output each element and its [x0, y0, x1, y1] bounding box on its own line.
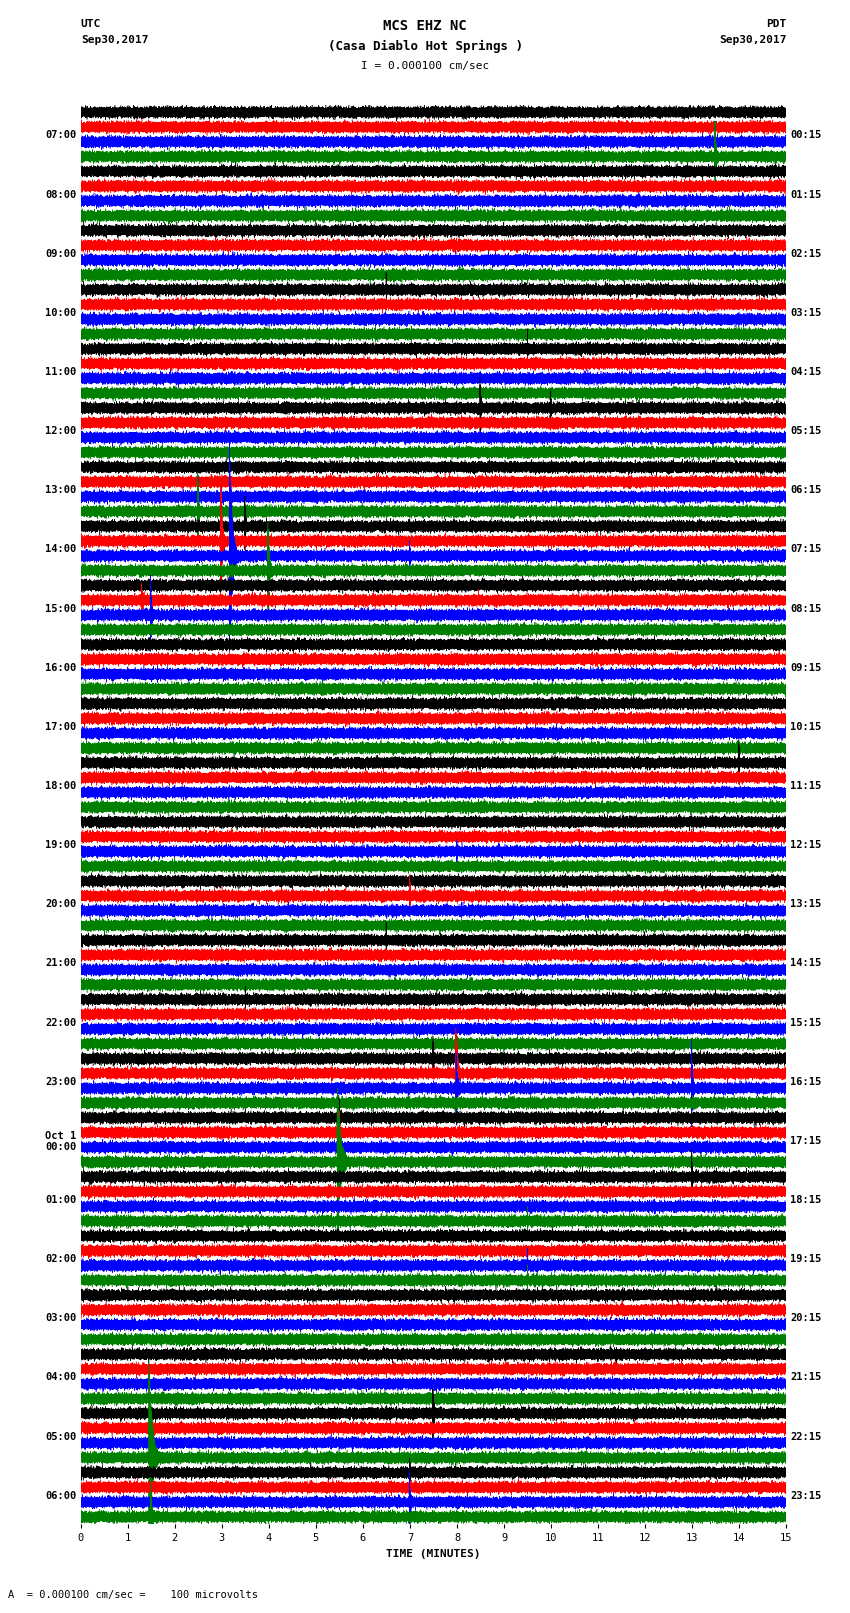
X-axis label: TIME (MINUTES): TIME (MINUTES) [386, 1548, 481, 1558]
Text: I = 0.000100 cm/sec: I = 0.000100 cm/sec [361, 61, 489, 71]
Text: Sep30,2017: Sep30,2017 [719, 35, 786, 45]
Text: UTC: UTC [81, 19, 101, 29]
Text: A  = 0.000100 cm/sec =    100 microvolts: A = 0.000100 cm/sec = 100 microvolts [8, 1590, 258, 1600]
Text: Sep30,2017: Sep30,2017 [81, 35, 148, 45]
Text: MCS EHZ NC: MCS EHZ NC [383, 19, 467, 34]
Text: (Casa Diablo Hot Springs ): (Casa Diablo Hot Springs ) [327, 40, 523, 53]
Text: PDT: PDT [766, 19, 786, 29]
